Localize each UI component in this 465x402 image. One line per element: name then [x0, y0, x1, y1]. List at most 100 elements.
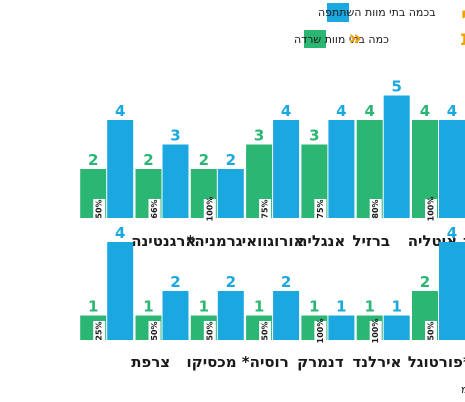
- title-arrow-icon: »: [348, 26, 362, 50]
- bar-participated: [217, 291, 244, 340]
- percent-label: 25%: [95, 321, 104, 340]
- percent-label: 80%: [371, 199, 380, 218]
- country-label: דנמרק: [297, 353, 344, 371]
- percent-tag-bg: [148, 321, 161, 341]
- country-label: גרמניה*: [187, 232, 243, 250]
- bar-participated: [162, 144, 189, 218]
- value-label-survived: 1: [88, 298, 98, 316]
- percent-label: 75%: [316, 199, 325, 218]
- percent-tag-bg: [425, 321, 437, 341]
- bar-participated: [217, 169, 244, 218]
- percent-label: 50%: [150, 321, 159, 340]
- legend: בכמה בתי מוות השתתפה כמה בתי מוות שרדה: [294, 3, 436, 48]
- value-label-survived: 4: [420, 102, 430, 120]
- bar-group: 4 2 50% צ'כיה*: [412, 224, 465, 371]
- percent-label: 50%: [261, 321, 270, 340]
- percent-tag-bg: [93, 199, 106, 219]
- value-label-participated: 1: [336, 298, 346, 316]
- legend-label-1: כמה בתי מוות שרדה: [294, 33, 389, 46]
- country-label: הולנד: [463, 232, 465, 250]
- percent-label: 75%: [261, 199, 270, 218]
- value-label-survived: 1: [143, 298, 153, 316]
- country-label: פורטוגל: [408, 353, 463, 371]
- bar-participated: [328, 120, 355, 218]
- value-label-participated: 4: [115, 102, 125, 120]
- bar-participated: [383, 95, 410, 218]
- bar-participated: [328, 315, 355, 340]
- percent-tag-bg: [259, 199, 272, 219]
- chart-title: בניאלמוות »: [348, 3, 465, 50]
- bar-group: 4 1 25% צרפת: [80, 224, 170, 371]
- value-label-participated: 5: [391, 78, 401, 96]
- percent-label: 66%: [150, 199, 159, 218]
- bar-participated: [383, 315, 410, 340]
- value-label-participated: 2: [226, 151, 236, 169]
- bars: 44100%הולנד5480%איטליה4375%ברזיל4375%אנג…: [80, 78, 465, 371]
- value-label-survived: 2: [199, 151, 209, 169]
- legend-label-0: בכמה בתי מוות השתתפה: [318, 6, 436, 19]
- title-line-1: בני: [461, 3, 465, 27]
- value-label-participated: 4: [281, 102, 291, 120]
- title-line-2: אלמוות: [461, 26, 465, 50]
- value-label-survived: 2: [143, 151, 153, 169]
- value-label-participated: 4: [447, 102, 457, 120]
- bar-participated: [273, 120, 300, 218]
- country-label: אורוגוואי: [242, 232, 305, 250]
- bar-group: 4 2 50% ארגנטינה: [80, 102, 196, 250]
- percent-tag-bg: [314, 199, 327, 219]
- country-label: צ'כיה*: [463, 353, 465, 371]
- country-label: ברזיל: [352, 232, 390, 250]
- value-label-participated: 2: [281, 273, 291, 291]
- legend-swatch-1: [304, 30, 326, 48]
- country-label: ארגנטינה: [131, 232, 196, 250]
- footnote-text: * בגלגולים קודמים כמערב גרמניה/צ'כוסלובק…: [461, 383, 465, 396]
- value-label-participated: 4: [336, 102, 346, 120]
- value-label-participated: 4: [447, 224, 457, 242]
- value-label-survived: 1: [199, 298, 209, 316]
- bar-participated: [273, 291, 300, 340]
- percent-tag-bg: [369, 321, 382, 341]
- value-label-survived: 2: [420, 273, 430, 291]
- country-label: צרפת: [131, 353, 170, 371]
- country-label: מכסיקו: [187, 353, 237, 371]
- value-label-survived: 1: [364, 298, 374, 316]
- value-label-survived: 1: [309, 298, 319, 316]
- value-label-participated: 4: [115, 224, 125, 242]
- bar-group: 11 100% פורטוגל: [356, 298, 463, 371]
- value-label-survived: 1: [254, 298, 264, 316]
- value-label-participated: 2: [170, 273, 180, 291]
- bar-participated: [162, 291, 189, 340]
- value-label-participated: 1: [391, 298, 401, 316]
- legend-swatch-0: [327, 3, 349, 22]
- value-label-survived: 2: [88, 151, 98, 169]
- percent-tag-bg: [314, 321, 327, 341]
- value-label-participated: 3: [170, 127, 180, 145]
- bar-participated: [107, 242, 134, 340]
- percent-tag-bg: [148, 199, 161, 219]
- country-label: אירלנד: [352, 353, 401, 371]
- bar-participated: [107, 120, 134, 218]
- percent-label: 50%: [95, 199, 104, 218]
- country-label: רוסיה*: [242, 353, 289, 371]
- percent-tag-bg: [203, 321, 216, 341]
- value-label-survived: 3: [309, 127, 319, 145]
- percent-tag-bg: [203, 199, 216, 219]
- bar-participated: [439, 242, 465, 340]
- footnote: * בגלגולים קודמים כמערב גרמניה/צ'כוסלובק…: [461, 383, 465, 396]
- percent-tag-bg: [369, 199, 382, 219]
- percent-tag-bg: [425, 199, 437, 219]
- percent-label: 100%: [205, 197, 214, 222]
- value-label-survived: 3: [254, 127, 264, 145]
- value-label-survived: 4: [364, 102, 374, 120]
- percent-label: 100%: [316, 319, 325, 344]
- percent-label: 100%: [427, 197, 436, 222]
